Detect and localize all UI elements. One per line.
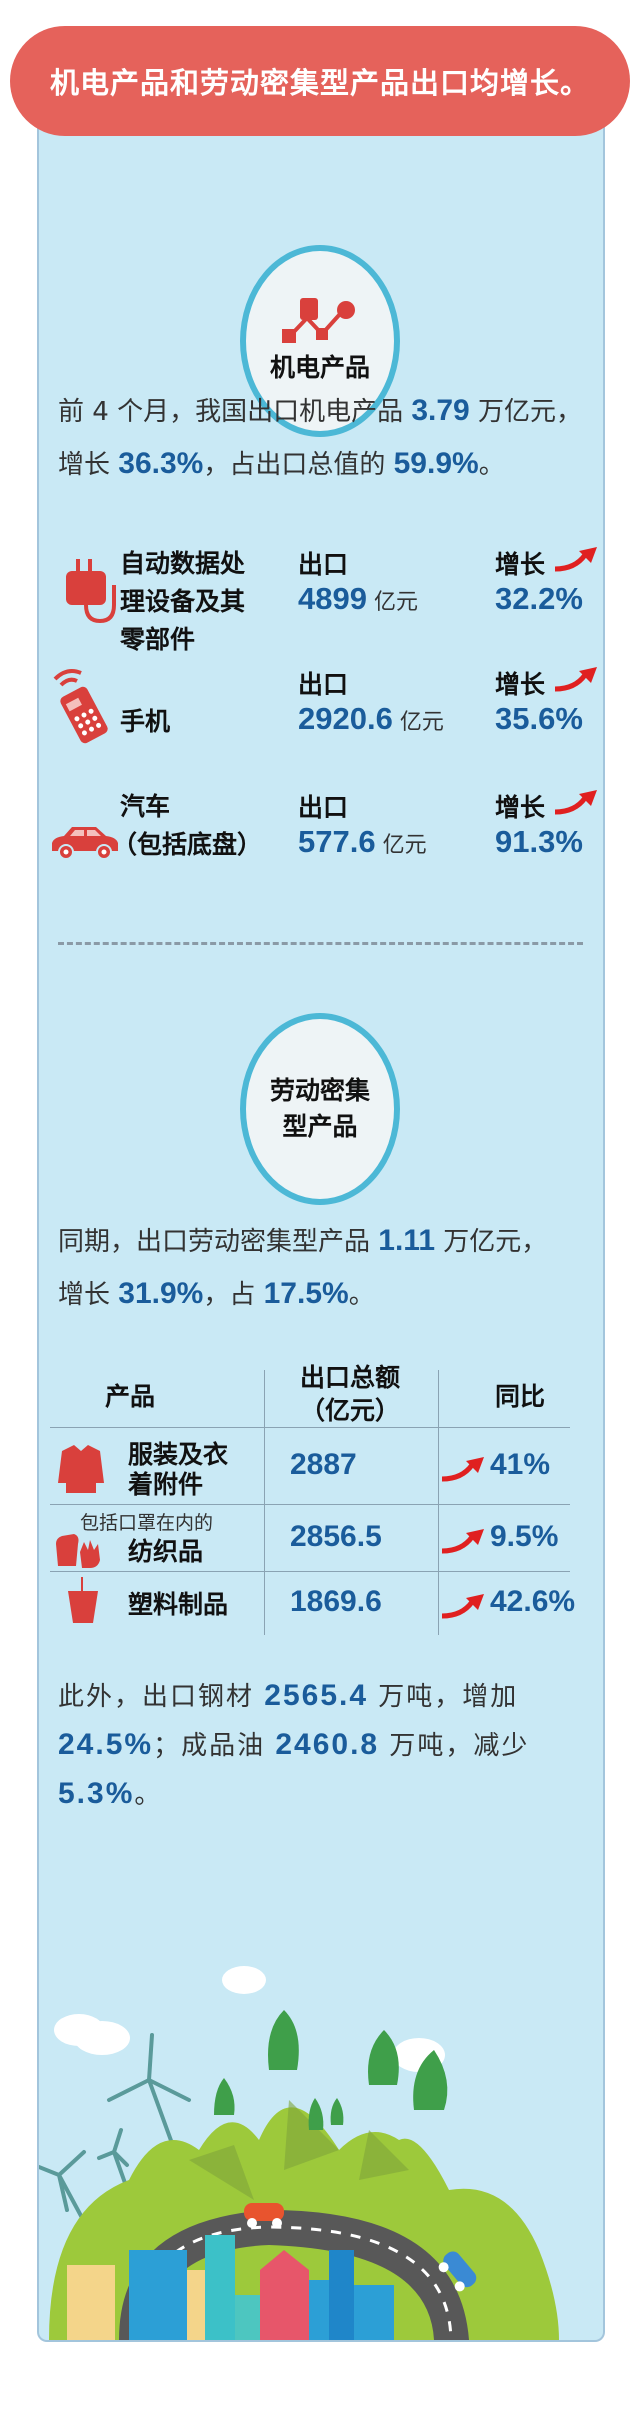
green-city-landscape-illustration — [39, 1966, 559, 2340]
growth-label: 增长 — [495, 793, 546, 822]
value-oil: 2460.8 — [275, 1728, 380, 1761]
text: 增长 — [58, 1280, 119, 1310]
column-divider — [264, 1370, 265, 1635]
header-product: 产品 — [104, 1382, 155, 1411]
text: 增长 — [58, 450, 119, 480]
city-buildings-icon — [67, 2235, 394, 2340]
badge-title-line2: 型产品 — [282, 1112, 358, 1141]
product-name: 服装及衣 — [128, 1440, 229, 1469]
text: ，占 — [203, 1280, 264, 1310]
badge-title-line1: 劳动密集 — [269, 1076, 370, 1105]
text: 万吨，减少 — [379, 1731, 530, 1761]
item-row-mobile-phone: 手机 出口 2920.6 亿元 增长 35.6% — [50, 665, 600, 785]
badge-title: 机电产品 — [269, 353, 370, 382]
clothing-icon — [58, 1445, 104, 1493]
text: 同期，出口劳动密集型产品 — [58, 1227, 379, 1257]
red-car-icon — [244, 2203, 284, 2228]
unit: 亿元 — [382, 833, 427, 858]
export-label: 出口 — [298, 793, 349, 822]
product-name: 纺织品 — [128, 1537, 204, 1566]
export-total: 2887 — [290, 1448, 357, 1481]
export-label: 出口 — [298, 550, 349, 579]
trend-up-arrow-icon — [554, 667, 597, 692]
value-total: 1.11 — [378, 1224, 435, 1257]
trend-up-arrow-icon — [441, 1457, 484, 1482]
text: 万亿元， — [435, 1227, 548, 1257]
trend-up-arrow-icon — [441, 1529, 484, 1554]
export-total: 1869.6 — [290, 1585, 382, 1618]
headline-banner: 机电产品和劳动密集型产品出口均增长。 — [10, 26, 630, 136]
yoy-value: 9.5% — [490, 1520, 559, 1553]
export-value: 2920.6 — [298, 701, 393, 736]
value-steel-growth: 24.5% — [58, 1728, 154, 1761]
trend-up-arrow-icon — [554, 547, 597, 572]
text: 。 — [134, 1780, 163, 1810]
export-value: 4899 — [298, 581, 367, 616]
row-divider — [50, 1504, 570, 1505]
text: 万吨，增加 — [368, 1682, 519, 1712]
growth-value: 91.3% — [495, 824, 583, 859]
value-growth: 31.9% — [118, 1277, 204, 1310]
growth-value: 32.2% — [495, 581, 583, 616]
car-icon — [52, 827, 118, 860]
product-name: 塑料制品 — [128, 1590, 229, 1619]
data-device-icon — [66, 559, 116, 624]
trend-up-arrow-icon — [441, 1594, 484, 1619]
section-badge-labor-intensive: 劳动密集 型产品 — [240, 1013, 400, 1205]
product-name: 着附件 — [128, 1470, 204, 1499]
item-row-automobile: 汽车 （包括底盘） 出口 577.6 亿元 增长 91.3% — [50, 788, 600, 908]
item-name: 汽车 — [120, 792, 171, 821]
tree-icon — [214, 2010, 448, 2130]
text: 。 — [478, 450, 505, 480]
product-note: 包括口罩在内的 — [80, 1512, 214, 1534]
plastic-cup-icon — [68, 1577, 98, 1623]
column-divider — [438, 1370, 439, 1635]
trend-up-arrow-icon — [554, 790, 597, 815]
content-panel — [37, 110, 605, 2342]
item-name-note: （包括底盘） — [112, 830, 263, 859]
header-export-total: 出口总额 — [299, 1363, 400, 1392]
value-share: 59.9% — [393, 447, 479, 480]
value-share: 17.5% — [263, 1277, 349, 1310]
electromechanical-summary: 前 4 个月，我国出口机电产品 3.79 万亿元， 增长 36.3%，占出口总值… — [58, 385, 598, 491]
growth-label: 增长 — [495, 550, 546, 579]
network-nodes-icon — [282, 298, 355, 343]
export-value: 577.6 — [298, 824, 376, 859]
item-row-data-processing: 自动数据处理设备及其零部件 出口 4899 亿元 增长 32.2% — [50, 545, 600, 665]
gloves-icon — [56, 1534, 100, 1568]
value-steel: 2565.4 — [264, 1679, 369, 1712]
row-divider — [50, 1427, 570, 1428]
blue-car-icon — [438, 2251, 477, 2292]
header-yoy: 同比 — [494, 1382, 545, 1411]
row-divider — [50, 1571, 570, 1572]
cloud-icon — [54, 1966, 445, 2072]
yoy-value: 42.6% — [490, 1585, 576, 1618]
text: 此外，出口钢材 — [58, 1682, 265, 1712]
section-divider — [58, 942, 583, 945]
headline-title: 机电产品和劳动密集型产品出口均增长。 — [49, 66, 590, 100]
steel-oil-summary: 此外，出口钢材 2565.4 万吨，增加 24.5%；成品油 2460.8 万吨… — [58, 1672, 598, 1819]
item-name: 自动数据处理设备及其零部件 — [120, 549, 246, 654]
value-total: 3.79 — [411, 394, 470, 427]
item-name: 手机 — [120, 707, 171, 736]
value-oil-decline: 5.3% — [58, 1777, 135, 1810]
text: 万亿元， — [469, 397, 582, 427]
export-total: 2856.5 — [290, 1520, 382, 1553]
text: ，占出口总值的 — [203, 450, 394, 480]
unit: 亿元 — [399, 710, 444, 735]
text: 前 4 个月，我国出口机电产品 — [58, 397, 412, 427]
labor-intensive-summary: 同期，出口劳动密集型产品 1.11 万亿元， 增长 31.9%，占 17.5%。 — [58, 1215, 598, 1321]
section-badge-electromechanical: 机电产品 — [240, 245, 400, 437]
header-unit: （亿元） — [299, 1396, 400, 1425]
export-label: 出口 — [298, 670, 349, 699]
growth-value: 35.6% — [495, 701, 583, 736]
mobile-phone-icon — [53, 669, 108, 744]
growth-label: 增长 — [495, 670, 546, 699]
text: ；成品油 — [153, 1731, 276, 1761]
text: 。 — [348, 1280, 375, 1310]
value-growth: 36.3% — [118, 447, 204, 480]
unit: 亿元 — [373, 590, 418, 615]
yoy-value: 41% — [490, 1448, 551, 1481]
